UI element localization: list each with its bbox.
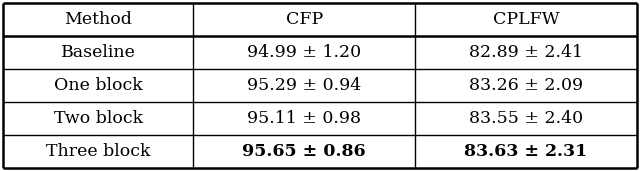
Text: 83.55 ± 2.40: 83.55 ± 2.40 [469, 110, 583, 127]
Text: Three block: Three block [46, 143, 150, 160]
Text: 83.63 ± 2.31: 83.63 ± 2.31 [464, 143, 588, 160]
Text: 94.99 ± 1.20: 94.99 ± 1.20 [247, 44, 361, 61]
Text: CFP: CFP [285, 11, 323, 28]
Text: Baseline: Baseline [61, 44, 136, 61]
Text: 95.11 ± 0.98: 95.11 ± 0.98 [247, 110, 361, 127]
Text: 83.26 ± 2.09: 83.26 ± 2.09 [469, 77, 583, 94]
Text: Two block: Two block [54, 110, 143, 127]
Text: 82.89 ± 2.41: 82.89 ± 2.41 [469, 44, 583, 61]
Text: Method: Method [64, 11, 132, 28]
Text: One block: One block [54, 77, 143, 94]
Text: 95.29 ± 0.94: 95.29 ± 0.94 [247, 77, 362, 94]
Text: CPLFW: CPLFW [493, 11, 559, 28]
Text: 95.65 ± 0.86: 95.65 ± 0.86 [243, 143, 366, 160]
